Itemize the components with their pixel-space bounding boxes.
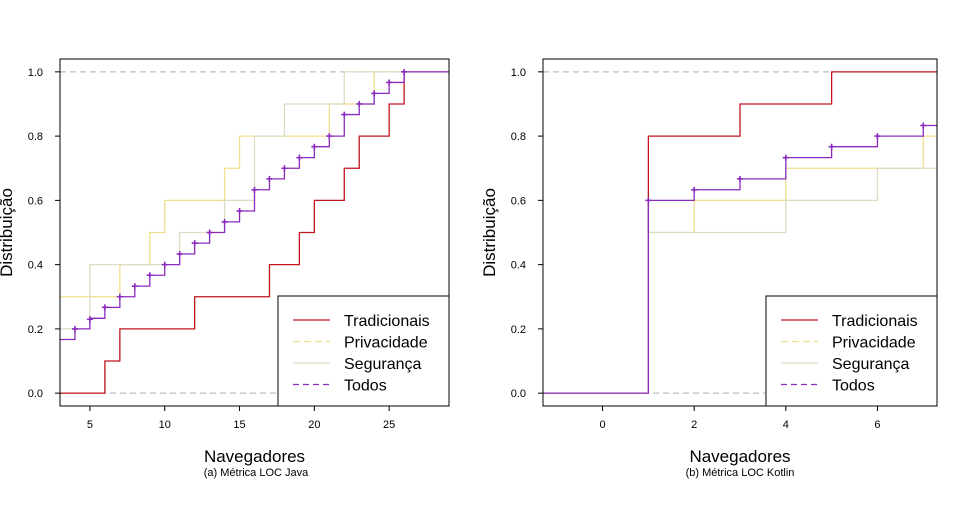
legend-label-tradicionais: Tradicionais: [344, 313, 430, 330]
series-todos-point-14: [281, 165, 288, 172]
series-todos-point-13: [266, 175, 273, 182]
plot-area: [543, 71, 937, 394]
series-todos-point-21: [386, 79, 393, 86]
series-todos-point-1: [86, 316, 93, 323]
series-todos-point-4: [131, 283, 138, 290]
y-axis-title: Distribuição: [0, 188, 16, 277]
legend-label-privacidade: Privacidade: [832, 335, 916, 352]
x-axis-title: Navegadores: [204, 447, 305, 466]
legend: Tradicionais Privacidade Segurança Todos: [765, 295, 938, 407]
series-todos-point-12: [251, 186, 258, 193]
x-tick-label: 6: [874, 419, 880, 431]
y-tick-label: 1.0: [28, 67, 43, 79]
y-tick-label: 1.0: [511, 67, 526, 79]
y-tick-label: 0.8: [28, 131, 43, 143]
y-tick-label: 0.4: [511, 260, 526, 272]
legend-label-todos: Todos: [832, 378, 875, 395]
x-axis-title: Navegadores: [689, 447, 790, 466]
plot-frame: [542, 58, 938, 407]
x-tick-label: 5: [87, 419, 93, 431]
x-tick-label: 2: [691, 419, 697, 431]
y-tick-label: 0.0: [511, 388, 526, 400]
x-tick-label: 15: [233, 419, 245, 431]
x-tick-label: 4: [783, 419, 789, 431]
series-todos-point-9: [206, 229, 213, 236]
y-tick-label: 0.2: [511, 324, 526, 336]
y-tick-label: 0.8: [511, 131, 526, 143]
series-todos-point-3: [782, 154, 789, 161]
series-todos-point-15: [296, 154, 303, 161]
legend-label-todos: Todos: [344, 378, 387, 395]
series-todos-point-11: [236, 207, 243, 214]
legend-label-segurança: Segurança: [344, 356, 421, 373]
legend-box: [765, 295, 938, 407]
x-tick-label: 0: [599, 419, 605, 431]
series-todos-point-10: [221, 218, 228, 225]
y-tick-label: 0.4: [28, 260, 43, 272]
y-tick-label: 0.2: [28, 324, 43, 336]
series-todos-point-2: [101, 304, 108, 311]
y-axis-title: Distribuição: [480, 188, 499, 277]
legend-label-tradicionais: Tradicionais: [832, 313, 918, 330]
series-tradicionais-line: [60, 71, 449, 394]
series-todos-point-0: [71, 325, 78, 332]
series-todos-point-7: [176, 251, 183, 258]
x-tick-label: 10: [159, 419, 171, 431]
series-todos-point-18: [341, 111, 348, 118]
series-todos-point-2: [737, 175, 743, 182]
series-todos-point-20: [371, 90, 378, 97]
series-todos-point-6: [920, 122, 927, 129]
series-todos-point-8: [191, 240, 198, 247]
x-tick-label: 20: [308, 419, 320, 431]
chart-1: 0 2 4 6 0.0 0.2 0.4 0.6 0.8 1.0 Navegadores Distrib…: [480, 58, 938, 479]
y-tick-label: 0.6: [28, 195, 43, 207]
series-todos-point-4: [828, 143, 835, 150]
series-todos-point-3: [116, 293, 123, 300]
legend: Tradicionais Privacidade Segurança Todos: [277, 295, 450, 407]
series-segurança-line: [60, 71, 449, 330]
legend-box: [277, 295, 450, 407]
series-todos-point-22: [401, 68, 408, 75]
series-todos-point-5: [146, 272, 153, 279]
chart-0: 5 10 15 20 25 0.0 0.2 0.4 0.6 0.8 1.0 Navegadores Di…: [0, 58, 450, 479]
figure-caption: (a) Métrica LOC Java: [204, 467, 309, 479]
legend-label-privacidade: Privacidade: [344, 335, 428, 352]
series-todos-point-1: [691, 186, 698, 193]
figure-caption: (b) Métrica LOC Kotlin: [686, 467, 795, 479]
series-todos-point-6: [161, 261, 168, 268]
series-todos-point-5: [874, 133, 881, 140]
series-todos-point-17: [326, 133, 333, 140]
y-tick-label: 0.6: [511, 195, 526, 207]
series-todos-point-16: [311, 143, 318, 150]
plot-area: [60, 68, 449, 394]
series-todos-point-0: [645, 197, 652, 204]
legend-label-segurança: Segurança: [832, 356, 909, 373]
series-todos-line: [543, 124, 937, 394]
series-todos-point-19: [356, 100, 363, 107]
x-tick-label: 25: [383, 419, 395, 431]
y-tick-label: 0.0: [28, 388, 43, 400]
plot-frame: [59, 58, 450, 407]
